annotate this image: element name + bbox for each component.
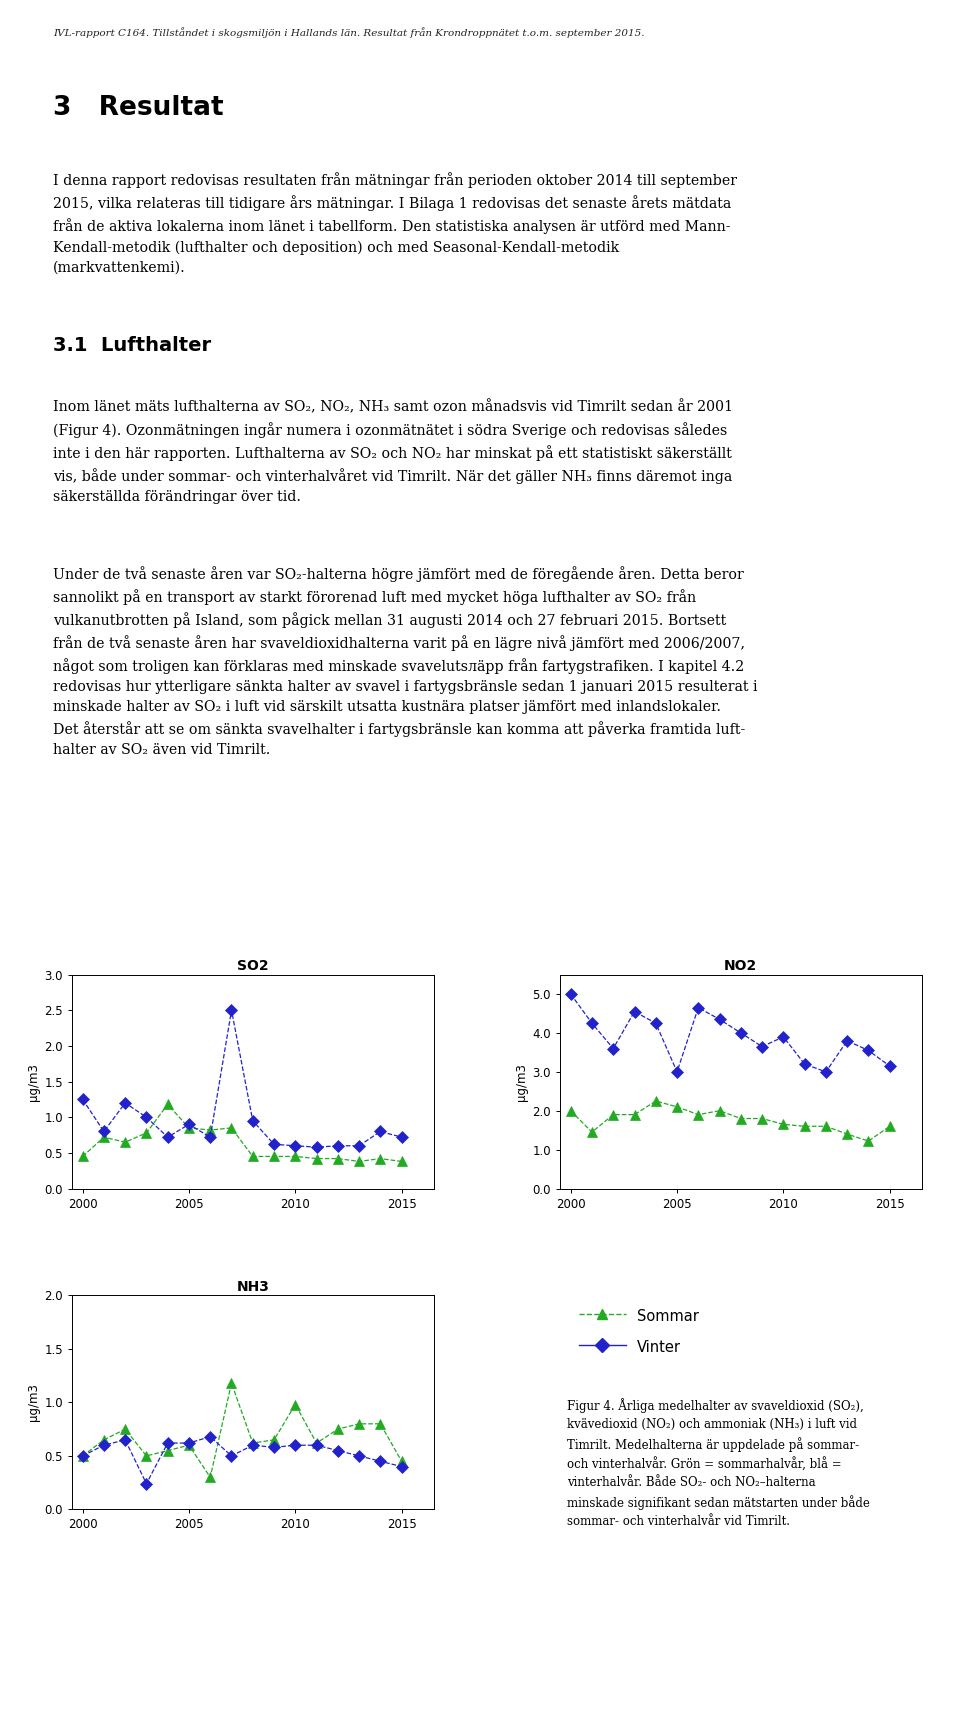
Text: Figur 4. Årliga medelhalter av svaveldioxid (SO₂),
kvävedioxid (NO₂) och ammonia: Figur 4. Årliga medelhalter av svaveldio…: [567, 1399, 870, 1528]
Text: 7: 7: [474, 1666, 486, 1682]
Text: Inom länet mäts lufthalterna av SO₂, NO₂, NH₃ samt ozon månadsvis vid Timrilt se: Inom länet mäts lufthalterna av SO₂, NO₂…: [53, 400, 732, 504]
Title: NH3: NH3: [236, 1280, 269, 1294]
Text: I denna rapport redovisas resultaten från mätningar från perioden oktober 2014 t: I denna rapport redovisas resultaten frå…: [53, 172, 737, 274]
Legend: Sommar, Vinter: Sommar, Vinter: [575, 1302, 704, 1361]
Y-axis label: μg/m3: μg/m3: [516, 1063, 528, 1101]
Text: 3.1  Lufthalter: 3.1 Lufthalter: [53, 336, 211, 355]
Text: Under de två senaste åren var SO₂-halterna högre jämfört med de föregående åren.: Under de två senaste åren var SO₂-halter…: [53, 566, 757, 757]
Title: NO2: NO2: [724, 959, 757, 973]
Title: SO2: SO2: [237, 959, 269, 973]
Text: IVL-rapport C164. Tillståndet i skogsmiljön i Hallands län. Resultat från Krondr: IVL-rapport C164. Tillståndet i skogsmil…: [53, 28, 644, 38]
Y-axis label: μg/m3: μg/m3: [27, 1063, 40, 1101]
Text: 3   Resultat: 3 Resultat: [53, 95, 224, 121]
Y-axis label: μg/m3: μg/m3: [27, 1383, 40, 1421]
